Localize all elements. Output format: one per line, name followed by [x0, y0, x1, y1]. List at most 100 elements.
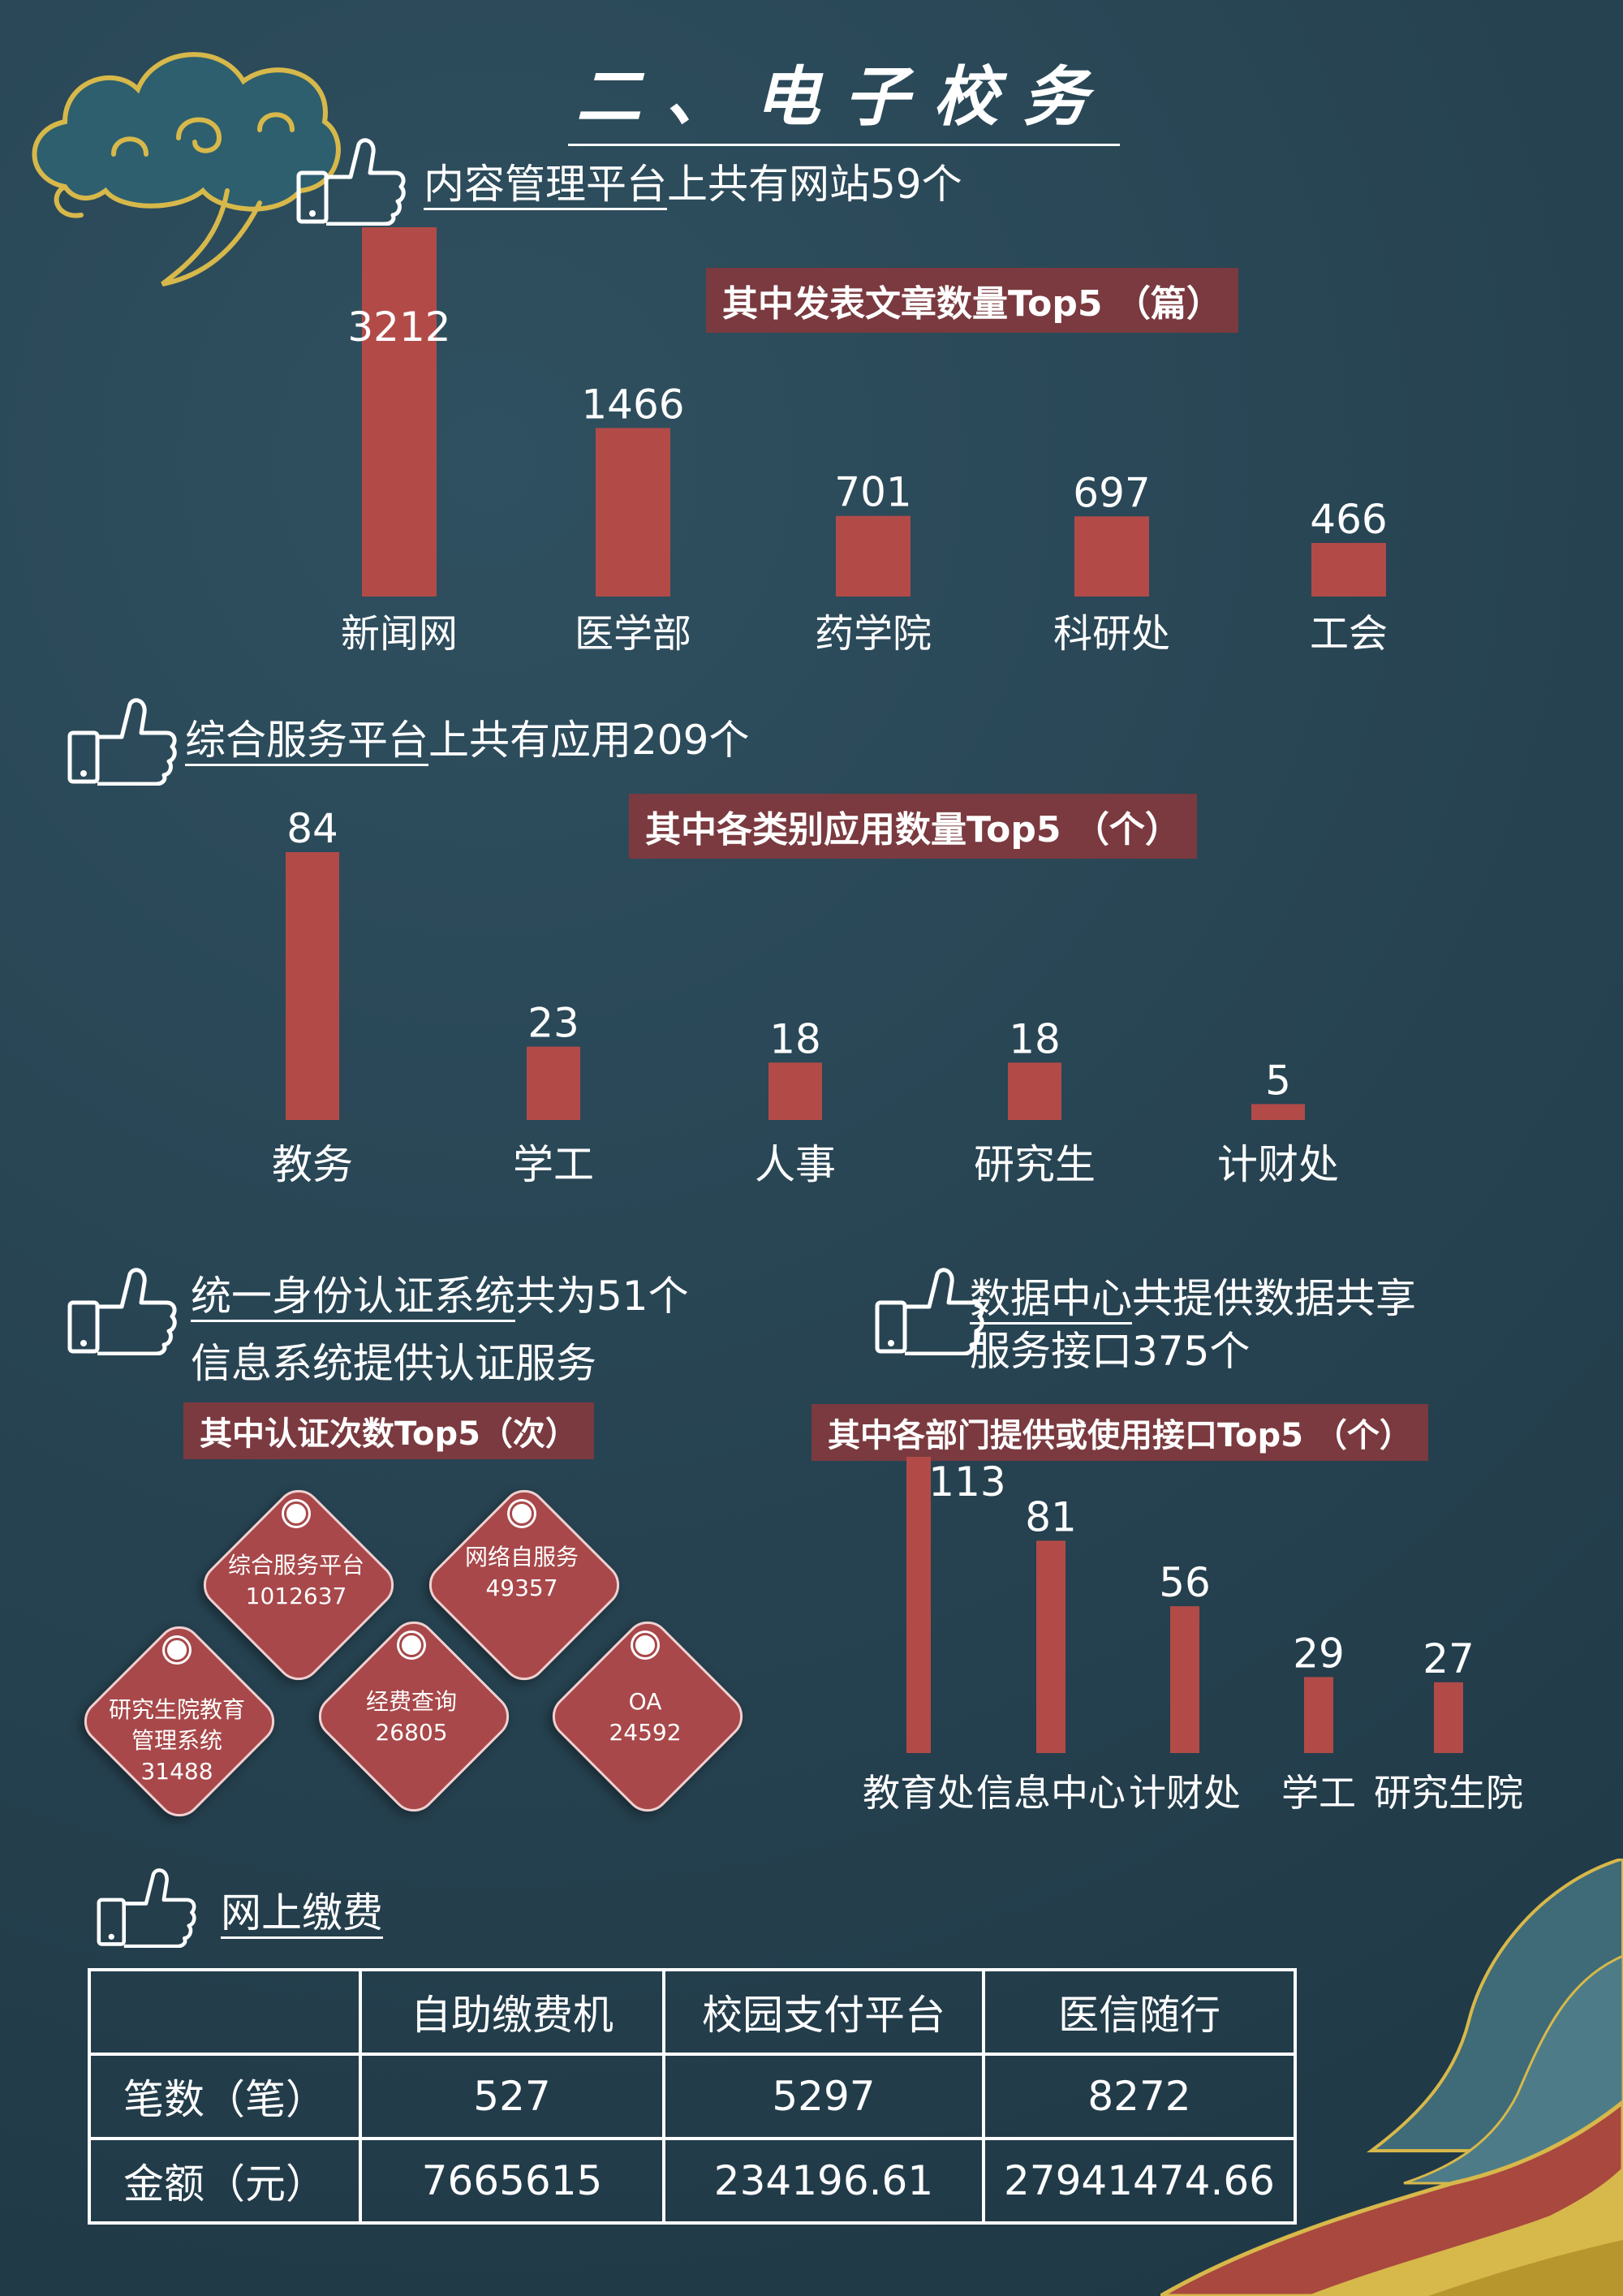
category-label: 新闻网 [341, 611, 458, 657]
badge-label: 网络自服务 [464, 1544, 579, 1570]
data-label: 81 [1025, 1493, 1077, 1540]
badge-label: 经费查询 [365, 1688, 457, 1715]
chart-articles: 3212 新闻网 1466 医学部 701 药学院 697 科研处 466 工会 [341, 227, 1388, 657]
table-row-label: 笔数（笔） [88, 2053, 362, 2140]
category-label: 教育处 [863, 1771, 975, 1815]
cms-heading: 内容管理平台上共有网站59个 [424, 158, 962, 211]
data-heading-line1: 数据中心共提供数据共享 [970, 1273, 1416, 1325]
chart-bar [768, 1062, 822, 1120]
thumbs-up-icon [875, 1268, 984, 1355]
cms-heading-rest: 上共有网站59个 [667, 161, 962, 208]
page-title: 二、电子校务 [568, 45, 1120, 146]
table-row-label: 金额（元） [88, 2137, 362, 2225]
cms-heading-underlined: 内容管理平台 [424, 161, 667, 210]
data-label: 23 [527, 1000, 579, 1047]
data-label: 29 [1293, 1630, 1345, 1677]
chart-bar [1008, 1062, 1061, 1120]
badge-label-line2: 管理系统 [131, 1727, 222, 1754]
table-cell: 234196.61 [662, 2137, 985, 2225]
badge-value: 31488 [140, 1758, 213, 1785]
cloud-decoration [32, 52, 341, 286]
badge-value: 49357 [485, 1574, 558, 1601]
table-header-cell: 校园支付平台 [662, 1968, 985, 2056]
chart-bar [286, 852, 339, 1120]
badge-dot-icon [633, 1633, 657, 1657]
chart-bar [362, 227, 437, 597]
data-heading-line2: 服务接口375个 [970, 1328, 1251, 1375]
data-label: 27 [1423, 1635, 1474, 1682]
wave-decoration [1160, 1859, 1623, 2296]
badge-value: 24592 [609, 1719, 682, 1746]
data-label: 84 [286, 805, 338, 852]
table-header-cell: 自助缴费机 [359, 1968, 665, 2056]
badge-dot-icon [165, 1638, 189, 1662]
cms-banner: 其中发表文章数量Top5 （篇） [706, 268, 1238, 333]
category-label: 学工 [513, 1141, 594, 1188]
badge-dot-icon [284, 1501, 308, 1526]
badge-label-line1: 研究生院教育 [108, 1696, 245, 1723]
data-heading-rest: 共提供数据共享 [1132, 1275, 1416, 1322]
thumbs-up-icon [67, 698, 177, 786]
payment-heading: 网上缴费 [221, 1887, 383, 1940]
category-label: 学工 [1281, 1771, 1356, 1815]
data-label: 3212 [347, 304, 450, 351]
table-header-cell: 医信随行 [982, 1968, 1297, 2056]
badge-label: 综合服务平台 [227, 1552, 364, 1579]
data-label: 5 [1265, 1057, 1291, 1104]
thumbs-up-icon [97, 1868, 196, 1948]
chart-bar [596, 428, 670, 597]
table-cell: 8272 [982, 2053, 1297, 2140]
auth-banner: 其中认证次数Top5（次） [183, 1402, 594, 1459]
badge-dot-icon [399, 1633, 424, 1657]
category-label: 计财处 [1129, 1771, 1241, 1815]
category-label: 人事 [755, 1141, 836, 1188]
category-label: 研究生 [974, 1141, 1096, 1188]
data-label: 701 [834, 469, 911, 516]
service-heading-underlined: 综合服务平台 [185, 717, 428, 766]
chart-bar [1074, 516, 1149, 597]
category-label: 科研处 [1053, 611, 1170, 657]
chart-bar [1036, 1540, 1065, 1753]
auth-heading-line1: 统一身份认证系统共为51个 [191, 1270, 689, 1323]
data-heading-underlined: 数据中心 [970, 1275, 1132, 1325]
data-banner: 其中各部门提供或使用接口Top5 （个） [812, 1404, 1428, 1461]
service-banner: 其中各类别应用数量Top5 （个） [629, 794, 1197, 859]
auth-heading-rest: 共为51个 [515, 1273, 689, 1320]
table-row: 笔数（笔） 527 5297 8272 [88, 2053, 1297, 2140]
chart-bar [1170, 1606, 1199, 1753]
chart-bar [1311, 542, 1386, 597]
data-label: 18 [1009, 1015, 1061, 1062]
data-label: 1466 [581, 381, 684, 428]
category-label: 信息中心 [976, 1771, 1126, 1815]
chart-bar [1434, 1682, 1463, 1753]
thumbs-up-icon [296, 138, 406, 226]
badge-label: OA [628, 1688, 662, 1715]
badge-dot-icon [510, 1501, 534, 1526]
chart-bar [1304, 1677, 1333, 1753]
chart-apps: 84 教务 23 学工 18 人事 18 研究生 5 计财处 [272, 805, 1339, 1188]
badge-value: 1012637 [245, 1583, 347, 1609]
badge-value: 26805 [375, 1719, 448, 1746]
data-label: 113 [928, 1458, 1005, 1506]
category-label: 教务 [272, 1141, 353, 1188]
table-cell: 5297 [662, 2053, 985, 2140]
data-label: 56 [1159, 1559, 1211, 1606]
category-label: 研究生院 [1374, 1771, 1523, 1815]
payment-table: 自助缴费机 校园支付平台 医信随行 笔数（笔） 527 5297 8272 金额… [88, 1968, 1297, 2225]
table-header-cell [88, 1968, 362, 2056]
data-label: 697 [1073, 469, 1150, 516]
chart-bar [1251, 1104, 1305, 1120]
payment-heading-underlined: 网上缴费 [221, 1889, 383, 1939]
auth-heading-underlined: 统一身份认证系统 [191, 1273, 515, 1322]
table-row: 金额（元） 7665615 234196.61 27941474.66 [88, 2137, 1297, 2225]
service-heading-rest: 上共有应用209个 [428, 717, 750, 764]
table-cell: 27941474.66 [982, 2137, 1297, 2225]
category-label: 工会 [1310, 611, 1388, 657]
thumbs-up-icon [67, 1268, 177, 1355]
chart-bar [527, 1046, 580, 1120]
category-label: 医学部 [575, 611, 691, 657]
chart-interfaces: 113 教育处 81 信息中心 56 计财处 29 学工 27 研究生院 [863, 1457, 1523, 1815]
table-cell: 527 [359, 2053, 665, 2140]
service-heading: 综合服务平台上共有应用209个 [185, 714, 749, 767]
chart-bar [836, 515, 911, 597]
